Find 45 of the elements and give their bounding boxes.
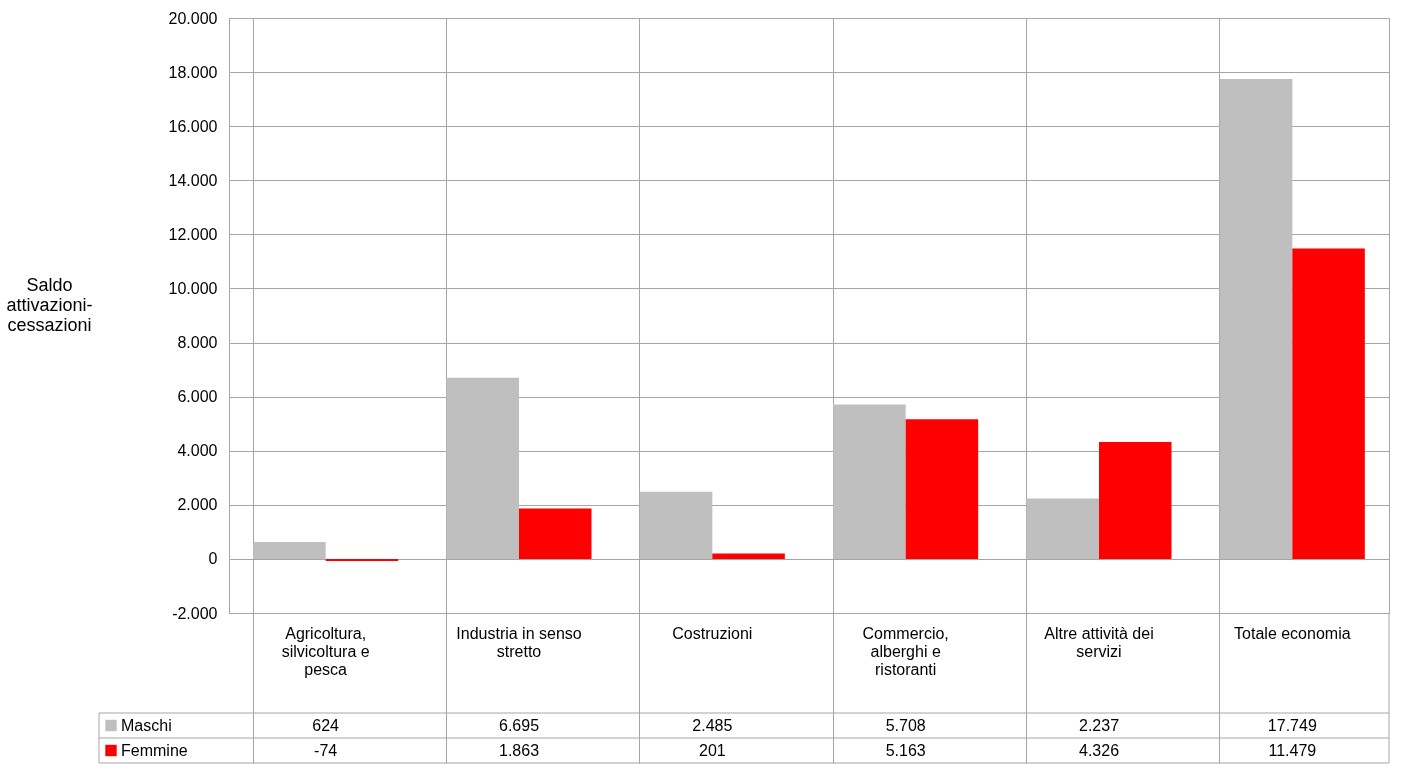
x-tick-label: Agricoltura, silvicoltura e pesca	[281, 624, 370, 678]
y-tick-label: 18.000	[168, 63, 218, 81]
x-tick-label: Totale economia	[1234, 624, 1351, 642]
y-tick-label: 4.000	[177, 442, 218, 460]
y-tick-label: -2.000	[172, 604, 218, 622]
y-tick-label: 6.000	[177, 388, 218, 406]
data-label: 17.749	[1267, 716, 1317, 734]
y-tick-label: 10.000	[168, 279, 218, 297]
data-label: 2.485	[692, 716, 733, 734]
bar	[905, 419, 979, 559]
data-label: 2.237	[1078, 716, 1120, 734]
data-label: -74	[314, 741, 338, 759]
data-label: 1.863	[498, 741, 540, 759]
bar	[712, 553, 785, 559]
y-tick-label: 2.000	[177, 496, 218, 514]
y-tick-label: 14.000	[168, 171, 218, 189]
data-label: 11.479	[1268, 741, 1317, 759]
bar	[833, 404, 906, 559]
bar	[1292, 248, 1365, 559]
data-label: 5.163	[885, 741, 926, 759]
y-axis-title: Saldo attivazioni-cessazioni	[6, 275, 93, 336]
x-tick-label: Costruzioni	[672, 624, 753, 642]
data-label: 6.695	[498, 716, 540, 734]
data-label: 201	[698, 741, 726, 759]
bar	[639, 491, 713, 559]
bar	[446, 377, 519, 559]
y-tick-label: 16.000	[168, 117, 218, 135]
bar	[1099, 441, 1172, 559]
y-tick-label: 12.000	[168, 225, 218, 243]
data-label: 4.326	[1078, 741, 1120, 759]
data-label: 624	[312, 716, 340, 734]
x-tick-label: Industria in senso stretto	[456, 624, 582, 660]
y-tick-label: 8.000	[177, 334, 218, 352]
bar	[253, 542, 326, 559]
y-tick-label: 20.000	[168, 9, 218, 27]
legend-label: Femmine	[121, 741, 188, 759]
x-tick-label: Commercio, alberghi e ristoranti	[862, 624, 949, 678]
data-label: 5.708	[885, 716, 926, 734]
legend-label: Maschi	[121, 716, 172, 734]
bar	[1219, 78, 1293, 559]
bar	[325, 558, 399, 561]
x-tick-label: Altre attività dei servizi	[1044, 624, 1154, 660]
bar	[1026, 498, 1099, 559]
y-tick-label: 0	[208, 550, 218, 568]
bar	[519, 508, 592, 559]
